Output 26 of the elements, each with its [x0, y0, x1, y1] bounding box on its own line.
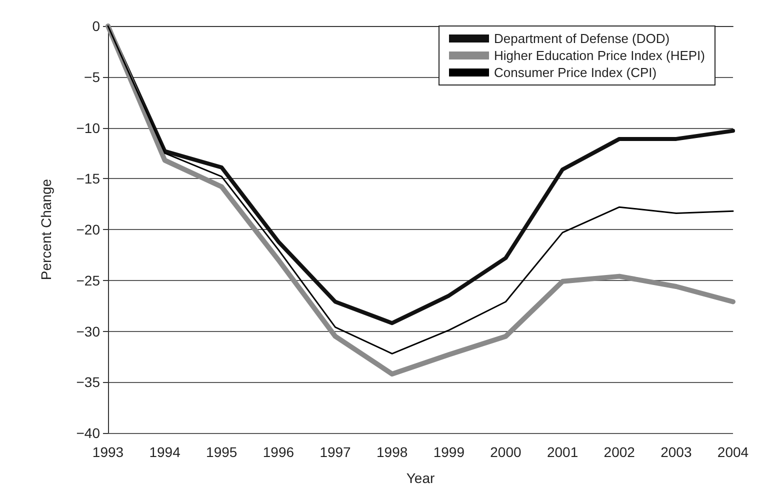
x-tick-label: 2000 — [490, 444, 522, 460]
x-tick-label: 1998 — [376, 444, 408, 460]
y-tick-label: −25 — [76, 272, 100, 288]
x-tick-label: 2004 — [717, 444, 749, 460]
x-tick-label: 1997 — [320, 444, 352, 460]
y-tick-label: −10 — [76, 120, 100, 136]
x-tick-label: 2001 — [546, 444, 578, 460]
x-tick-label: 1993 — [92, 444, 124, 460]
y-tick-label: −15 — [76, 170, 100, 187]
x-tick-label: 1995 — [206, 444, 238, 460]
y-tick-label: 0 — [92, 18, 100, 34]
y-tick-label: −40 — [76, 425, 100, 441]
x-tick-label: 2002 — [604, 444, 636, 460]
x-tick-label: 1999 — [433, 444, 465, 460]
y-tick-label: −5 — [84, 68, 100, 85]
x-tick-label: 1994 — [149, 444, 181, 460]
y-tick-label: −30 — [76, 323, 100, 340]
legend-label: Department of Defense (DOD) — [494, 31, 670, 46]
y-tick-label: −35 — [76, 374, 100, 390]
x-tick-label: 2003 — [660, 444, 692, 460]
x-axis-title: Year — [406, 470, 435, 486]
x-tick-label: 1996 — [262, 444, 294, 460]
y-axis-title: Percent Change — [38, 178, 54, 280]
legend-label: Consumer Price Index (CPI) — [494, 65, 657, 80]
y-tick-label: −20 — [76, 222, 100, 238]
legend-label: Higher Education Price Index (HEPI) — [494, 48, 705, 63]
